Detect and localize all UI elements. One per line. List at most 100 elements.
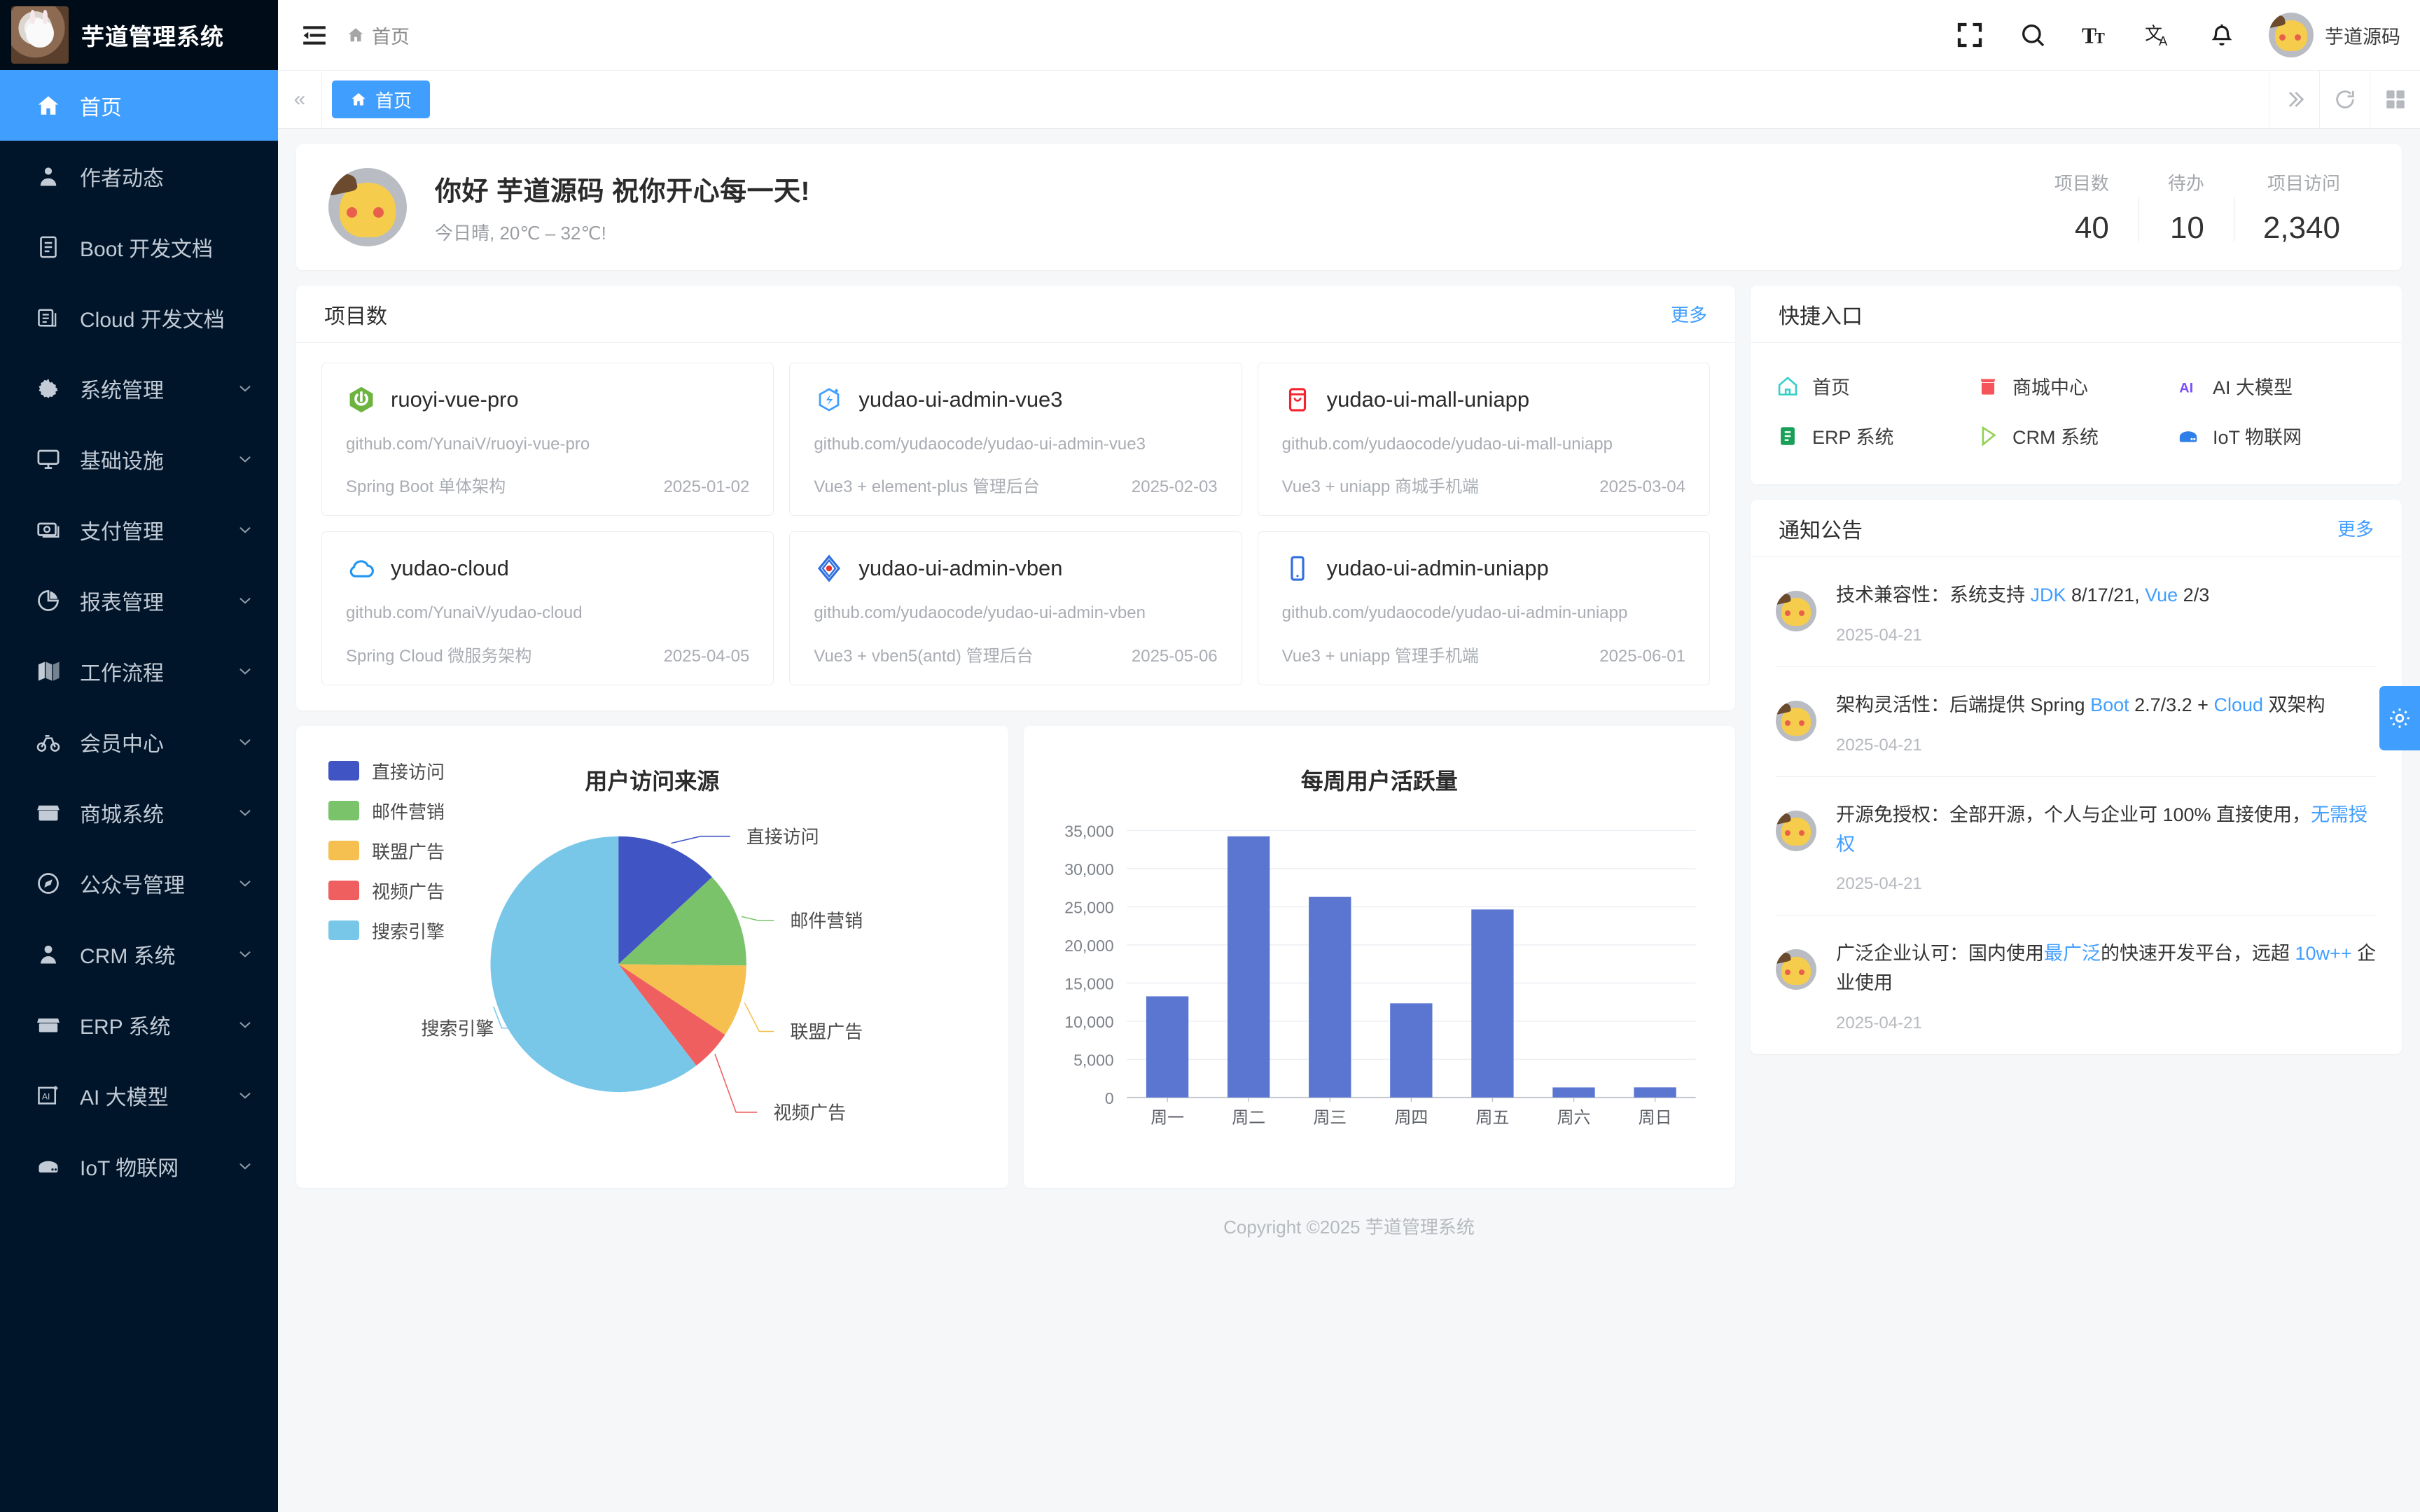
pie-chart-title: 用户访问来源 — [585, 768, 720, 794]
chevron-down-icon[interactable] — [236, 1157, 254, 1175]
sidebar-item-13[interactable]: ERP 系统 — [0, 989, 278, 1060]
legend-item[interactable]: 视频广告 — [328, 878, 445, 904]
sidebar-item-11[interactable]: 公众号管理 — [0, 848, 278, 918]
notice-item[interactable]: 广泛企业认可：国内使用最广泛的快速开发平台，远超 10w++ 企业使用 2025-… — [1776, 916, 2377, 1054]
tab-scroll-left-icon[interactable]: « — [293, 88, 306, 111]
svg-text:25,000: 25,000 — [1064, 898, 1113, 916]
chevron-down-icon[interactable] — [236, 804, 254, 822]
sidebar-item-10[interactable]: 商城系统 — [0, 777, 278, 848]
chevron-down-icon[interactable] — [236, 662, 254, 680]
notice-link[interactable]: Vue — [2145, 584, 2178, 606]
ai-icon: AI — [35, 1082, 62, 1109]
sidebar-item-4[interactable]: 系统管理 — [0, 353, 278, 424]
settings-drawer-button[interactable] — [2379, 686, 2420, 750]
sidebar-item-12[interactable]: CRM 系统 — [0, 918, 278, 989]
legend-item[interactable]: 邮件营销 — [328, 798, 445, 824]
notice-more-link[interactable]: 更多 — [2337, 519, 2374, 540]
chevron-down-icon[interactable] — [236, 1086, 254, 1105]
project-card[interactable]: yudao-ui-admin-uniapp github.com/yudaocod… — [1257, 531, 1710, 685]
bell-icon[interactable] — [2206, 19, 2238, 51]
chevron-down-icon[interactable] — [236, 1016, 254, 1034]
spring-boot-icon — [346, 384, 377, 415]
notice-text: 技术兼容性：系统支持 — [1836, 584, 2031, 606]
sidebar-item-8[interactable]: 工作流程 — [0, 636, 278, 706]
projects-more-link[interactable]: 更多 — [1670, 304, 1707, 326]
notice-date: 2025-04-21 — [1836, 874, 1922, 894]
user-menu[interactable]: 芋道源码 — [2269, 13, 2400, 57]
notice-item[interactable]: 技术兼容性：系统支持 JDK 8/17/21, Vue 2/3 2025-04-2… — [1776, 557, 2377, 667]
project-card[interactable]: yudao-cloud github.com/YunaiV/yudao-cloud… — [321, 531, 774, 685]
left-column: 项目数 更多 ruoyi-vue-pro github.com/YunaiV/ru… — [296, 286, 1735, 1188]
project-card[interactable]: yudao-ui-mall-uniapp github.com/yudaocode… — [1257, 363, 1710, 517]
notice-link[interactable]: 10w++ — [2295, 943, 2352, 965]
quick-access-item[interactable]: IoT 物联网 — [2176, 411, 2377, 461]
chevron-down-icon[interactable] — [236, 874, 254, 892]
notice-date: 2025-04-21 — [1836, 735, 1922, 755]
project-card[interactable]: ruoyi-vue-pro github.com/YunaiV/ruoyi-vue… — [321, 363, 774, 517]
quick-access-item[interactable]: ERP 系统 — [1776, 411, 1976, 461]
chevron-down-icon[interactable] — [236, 733, 254, 751]
projects-panel: 项目数 更多 ruoyi-vue-pro github.com/YunaiV/ru… — [296, 286, 1735, 710]
notice-item[interactable]: 架构灵活性：后端提供 Spring Boot 2.7/3.2 + Cloud 双… — [1776, 667, 2377, 777]
project-footer: Spring Cloud 微服务架构 2025-04-05 — [346, 625, 749, 666]
sidebar-item-1[interactable]: 作者动态 — [0, 141, 278, 211]
breadcrumb[interactable]: 首页 — [347, 22, 410, 49]
sidebar-item-7[interactable]: 报表管理 — [0, 565, 278, 636]
sidebar-item-2[interactable]: Boot 开发文档 — [0, 211, 278, 282]
chevron-down-icon[interactable] — [236, 592, 254, 610]
notice-link[interactable]: 无需授权 — [1836, 804, 2368, 855]
chevron-down-icon[interactable] — [236, 450, 254, 468]
notice-link[interactable]: 最广泛 — [2044, 943, 2101, 965]
legend-item[interactable]: 搜索引擎 — [328, 918, 445, 944]
sidebar-item-5[interactable]: 基础设施 — [0, 424, 278, 494]
fullscreen-icon[interactable] — [1954, 19, 1986, 51]
legend-label: 视频广告 — [372, 881, 445, 902]
tab-home[interactable]: 首页 — [332, 80, 431, 118]
quick-access-item[interactable]: 首页 — [1776, 361, 1976, 411]
quick-access-item[interactable]: 商城中心 — [1976, 361, 2176, 411]
notice-link[interactable]: JDK — [2030, 584, 2066, 606]
notice-link[interactable]: Boot — [2090, 694, 2129, 715]
sidebar-item-15[interactable]: IoT 物联网 — [0, 1130, 278, 1201]
quick-access-item[interactable]: AI AI 大模型 — [2176, 361, 2377, 411]
sidebar-item-label: 商城系统 — [80, 803, 164, 827]
home-outline-icon — [1776, 374, 1800, 398]
chevron-down-icon[interactable] — [236, 521, 254, 539]
avatar-icon — [35, 941, 62, 967]
menu-collapse-icon[interactable] — [299, 20, 330, 50]
more-chevron-icon[interactable] — [2269, 71, 2319, 128]
project-card[interactable]: yudao-ui-admin-vue3 github.com/yudaocode/… — [789, 363, 1242, 517]
sidebar-item-0[interactable]: 首页 — [0, 70, 278, 141]
legend-swatch — [328, 841, 359, 861]
project-card[interactable]: yudao-ui-admin-vben github.com/yudaocode/… — [789, 531, 1242, 685]
legend-item[interactable]: 联盟广告 — [328, 838, 445, 864]
project-date: 2025-02-03 — [1131, 477, 1218, 497]
legend-item[interactable]: 直接访问 — [328, 758, 445, 784]
quick-access-label: CRM 系统 — [2012, 427, 2099, 448]
chevron-down-icon[interactable] — [236, 379, 254, 398]
notice-body: 架构灵活性：后端提供 Spring Boot 2.7/3.2 + Cloud 双… — [1836, 691, 2377, 755]
notice-link[interactable]: Cloud — [2213, 694, 2263, 715]
sidebar-logo[interactable]: 芋道管理系统 — [0, 0, 278, 70]
sidebar-item-3[interactable]: Cloud 开发文档 — [0, 282, 278, 353]
quick-access-panel: 快捷入口 首页 商城中心 AI AI 大模型 ERP 系统 CRM 系统 IoT 物联网 — [1751, 286, 2402, 484]
project-name: yudao-ui-mall-uniapp — [1326, 387, 1530, 412]
home-icon — [35, 92, 62, 119]
iot-icon — [35, 1153, 62, 1180]
project-footer: Vue3 + vben5(antd) 管理后台 2025-05-06 — [814, 625, 1217, 666]
project-footer: Spring Boot 单体架构 2025-01-02 — [346, 456, 749, 497]
sidebar-item-9[interactable]: 会员中心 — [0, 706, 278, 777]
refresh-icon[interactable] — [2319, 71, 2370, 128]
grid-icon[interactable] — [2370, 71, 2420, 128]
project-name: ruoyi-vue-pro — [391, 387, 519, 412]
quick-access-item[interactable]: CRM 系统 — [1976, 411, 2176, 461]
sidebar-item-6[interactable]: 支付管理 — [0, 494, 278, 565]
chevron-down-icon[interactable] — [236, 945, 254, 963]
search-icon[interactable] — [2017, 19, 2049, 51]
notice-item[interactable]: 开源免授权：全部开源，个人与企业可 100% 直接使用，无需授权 2025-04-… — [1776, 777, 2377, 916]
sidebar-item-14[interactable]: AI AI 大模型 — [0, 1060, 278, 1130]
